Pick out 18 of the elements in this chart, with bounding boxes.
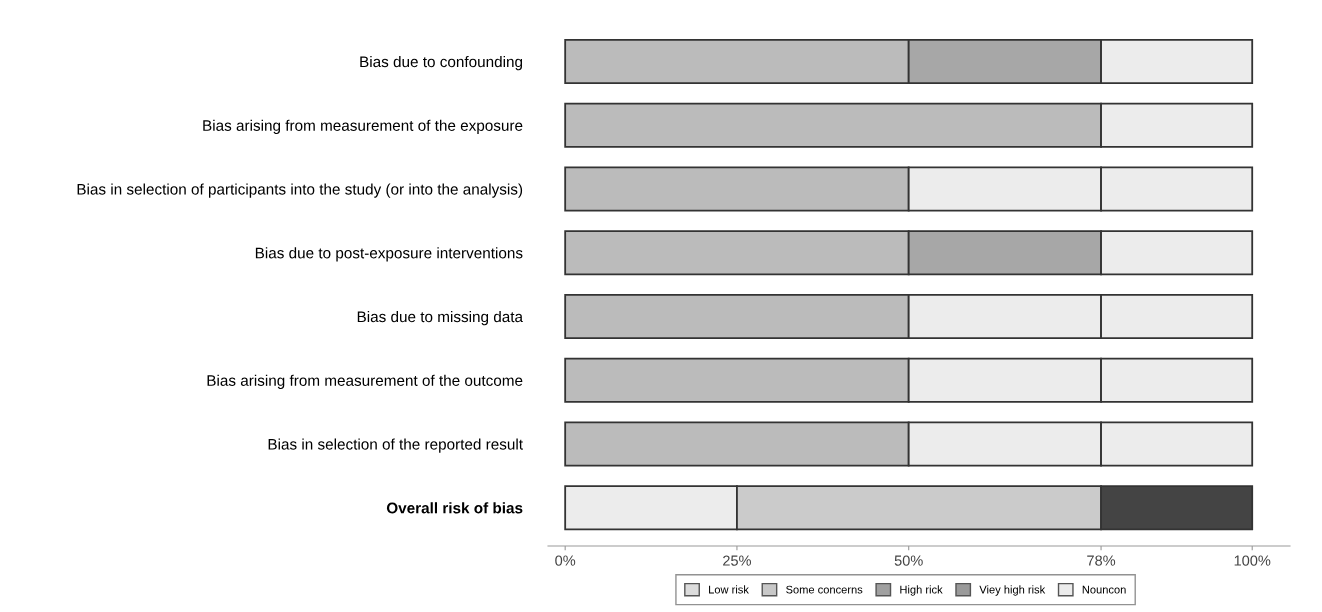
legend-label: Some concerns xyxy=(786,585,863,594)
y-tick-label: Bias due to missing data xyxy=(357,310,524,326)
y-tick-label: Bias arising from measurement of the exposure xyxy=(203,119,523,134)
x-tick-label: 25% xyxy=(723,555,752,566)
y-tick-label: Bias in selection of the reported result xyxy=(268,438,523,453)
x-tick-label: 50% xyxy=(894,555,923,566)
y-tick-label: Bias due to confounding xyxy=(360,55,523,71)
x-tick-label: 78% xyxy=(1087,555,1116,566)
legend-label: Nouncon xyxy=(1082,585,1126,594)
y-tick-label: Bias in selection of participants into the study (or into the analysis) xyxy=(77,183,523,198)
legend-label: Low risk xyxy=(709,585,749,594)
legend-label: High rick xyxy=(900,585,943,596)
y-tick-label: Overall risk of bias xyxy=(386,502,523,514)
y-tick-label: Bias arising from measurement of the outcome xyxy=(207,374,523,389)
x-tick-label: 0% xyxy=(555,555,576,566)
y-tick-label: Bias due to post-exposure interventions xyxy=(255,247,523,262)
x-tick-label: 100% xyxy=(1234,555,1271,566)
legend-label: Viey high risk xyxy=(979,585,1046,596)
